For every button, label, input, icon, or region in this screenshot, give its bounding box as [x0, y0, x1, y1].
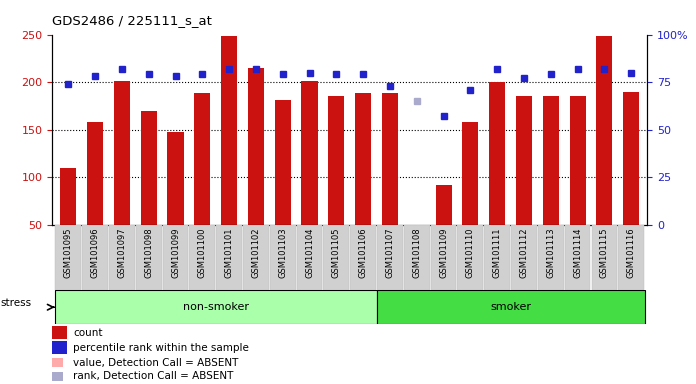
Bar	[189, 225, 215, 290]
Bar	[114, 81, 130, 225]
Bar	[87, 122, 103, 225]
Bar	[409, 225, 425, 251]
Text: GSM101104: GSM101104	[305, 227, 314, 278]
Text: GSM101107: GSM101107	[386, 227, 395, 278]
Text: GSM101102: GSM101102	[251, 227, 260, 278]
Bar	[404, 225, 429, 290]
Bar	[221, 36, 237, 225]
Bar	[109, 225, 135, 290]
Text: value, Detection Call = ABSENT: value, Detection Call = ABSENT	[73, 358, 239, 367]
Bar	[216, 225, 242, 290]
Text: GSM101111: GSM101111	[493, 227, 502, 278]
Bar	[377, 225, 403, 290]
Text: GSM101114: GSM101114	[573, 227, 582, 278]
Text: non-smoker: non-smoker	[183, 302, 248, 312]
Text: GSM101097: GSM101097	[118, 227, 127, 278]
Text: GSM101105: GSM101105	[332, 227, 341, 278]
Bar	[511, 225, 537, 290]
Text: GSM101115: GSM101115	[600, 227, 609, 278]
Text: GSM101101: GSM101101	[225, 227, 234, 278]
Bar	[596, 36, 612, 225]
Text: GSM101112: GSM101112	[519, 227, 528, 278]
Bar	[436, 185, 452, 225]
Bar	[516, 96, 532, 225]
Bar	[301, 81, 317, 225]
Bar	[82, 225, 108, 290]
Bar	[377, 290, 644, 324]
Text: GSM101113: GSM101113	[546, 227, 555, 278]
Bar	[248, 68, 264, 225]
Text: GSM101103: GSM101103	[278, 227, 287, 278]
Bar	[275, 100, 291, 225]
Bar	[382, 93, 398, 225]
Bar	[623, 92, 639, 225]
Bar	[52, 371, 63, 381]
Bar	[569, 96, 585, 225]
Bar	[489, 82, 505, 225]
Bar	[194, 93, 210, 225]
Bar	[543, 96, 559, 225]
Bar	[61, 168, 77, 225]
Text: count: count	[73, 328, 102, 338]
Bar	[355, 93, 371, 225]
Text: GSM101095: GSM101095	[64, 227, 73, 278]
Bar	[56, 225, 81, 290]
Text: rank, Detection Call = ABSENT: rank, Detection Call = ABSENT	[73, 371, 233, 381]
Bar	[462, 122, 478, 225]
Bar	[243, 225, 269, 290]
Bar	[52, 358, 63, 367]
Bar	[431, 225, 457, 290]
Bar	[168, 131, 184, 225]
Text: GSM101099: GSM101099	[171, 227, 180, 278]
Text: GSM101109: GSM101109	[439, 227, 448, 278]
Text: GSM101096: GSM101096	[90, 227, 100, 278]
Text: GDS2486 / 225111_s_at: GDS2486 / 225111_s_at	[52, 14, 212, 27]
Bar	[564, 225, 590, 290]
Bar	[592, 225, 617, 290]
Bar	[538, 225, 564, 290]
Bar	[52, 326, 67, 339]
Text: percentile rank within the sample: percentile rank within the sample	[73, 343, 249, 353]
Text: stress: stress	[1, 298, 32, 308]
Text: GSM101100: GSM101100	[198, 227, 207, 278]
Text: smoker: smoker	[490, 302, 531, 312]
Text: GSM101098: GSM101098	[144, 227, 153, 278]
Text: GSM101106: GSM101106	[358, 227, 367, 278]
Text: GSM101108: GSM101108	[412, 227, 421, 278]
Bar	[324, 225, 349, 290]
Bar	[141, 111, 157, 225]
Bar	[296, 225, 322, 290]
Bar	[52, 341, 67, 354]
Bar	[55, 290, 377, 324]
Text: GSM101116: GSM101116	[626, 227, 635, 278]
Bar	[329, 96, 345, 225]
Bar	[350, 225, 376, 290]
Text: GSM101110: GSM101110	[466, 227, 475, 278]
Bar	[163, 225, 189, 290]
Bar	[270, 225, 296, 290]
Bar	[618, 225, 644, 290]
Bar	[484, 225, 510, 290]
Bar	[136, 225, 161, 290]
Bar	[457, 225, 483, 290]
